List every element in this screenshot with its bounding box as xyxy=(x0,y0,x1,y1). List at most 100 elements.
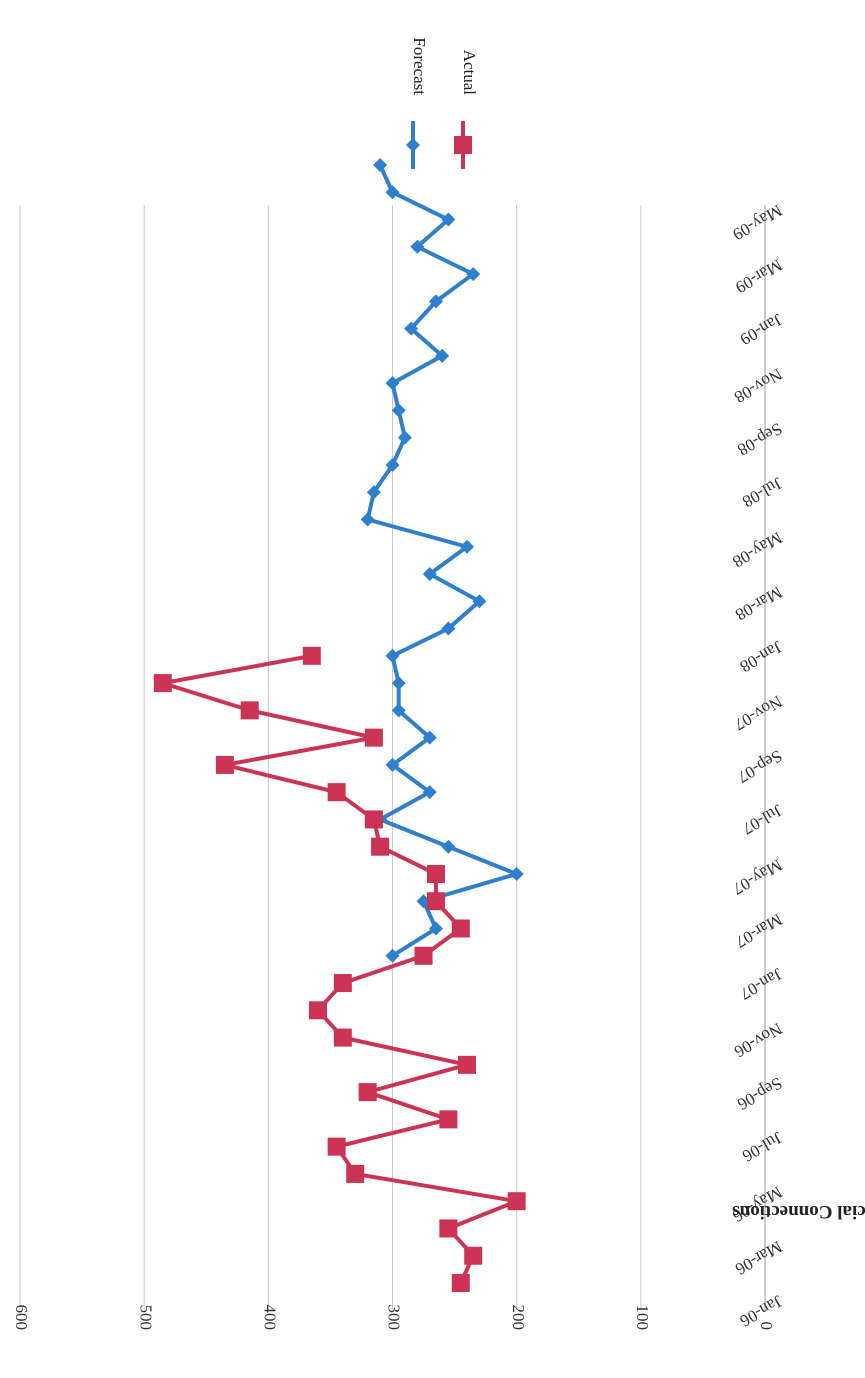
forecast-point xyxy=(410,239,425,254)
actual-point xyxy=(153,674,172,693)
forecast-point xyxy=(428,294,443,309)
forecast-point xyxy=(441,621,456,636)
legend-label-group: Forecast xyxy=(410,37,429,95)
forecast-point xyxy=(466,267,481,282)
y-tick-label-group: 100 xyxy=(633,1305,652,1331)
actual-point xyxy=(451,1274,470,1292)
actual-point xyxy=(302,646,321,665)
forecast-point xyxy=(422,730,437,745)
actual-point xyxy=(451,919,470,938)
x-tick-label-group: Nov-08 xyxy=(731,364,785,406)
forecast-point xyxy=(422,785,437,800)
x-tick-label-group: Jul-06 xyxy=(739,1128,785,1166)
forecast-point xyxy=(385,757,400,772)
forecast-point xyxy=(460,539,474,554)
forecast-point xyxy=(385,376,400,391)
x-tick-label-group: May-07 xyxy=(729,855,786,899)
series-layer xyxy=(153,158,526,1292)
y-tick-label-group: 0 xyxy=(757,1322,776,1331)
x-tick-label: Jan-07 xyxy=(736,964,785,1003)
forecast-point xyxy=(391,676,406,691)
y-tick-label: 500 xyxy=(136,1305,155,1331)
x-tick-label: Sep-07 xyxy=(734,746,786,787)
x-tick-label-group: Nov-06 xyxy=(731,1019,785,1061)
series-line-forecast xyxy=(365,164,519,958)
x-tick-label: May-08 xyxy=(729,528,785,571)
y-axis-title-group: New Commercial Connections xyxy=(732,1201,865,1222)
x-tick-label-group: Jul-08 xyxy=(739,473,785,511)
forecast-point xyxy=(441,839,456,854)
forecast-point xyxy=(472,594,487,609)
forecast-point xyxy=(391,403,406,418)
legend-marker-actual xyxy=(454,136,472,154)
x-tick-label-group: Sep-07 xyxy=(734,746,786,787)
x-tick-label-group: Mar-08 xyxy=(732,583,785,625)
actual-point xyxy=(327,1137,346,1156)
x-tick-label: Sep-08 xyxy=(734,419,785,460)
forecast-point xyxy=(422,567,437,582)
legend-label-actual: Actual xyxy=(460,50,479,96)
x-tick-label: May-09 xyxy=(729,201,785,244)
x-tick-labels: Jan-06Mar-06May-06Jul-06Sep-06Nov-06Jan-… xyxy=(729,201,786,1331)
actual-point xyxy=(507,1192,526,1211)
legend-label-group: Actual xyxy=(460,50,479,96)
x-tick-label: Jan-08 xyxy=(737,637,786,676)
legend: Forecast Actual xyxy=(406,37,479,169)
x-tick-label-group: May-09 xyxy=(729,201,785,244)
y-tick-label-group: 300 xyxy=(385,1305,404,1331)
actual-point xyxy=(439,1219,458,1238)
forecast-point xyxy=(385,185,400,200)
forecast-point xyxy=(385,948,400,963)
x-tick-label: Mar-08 xyxy=(732,583,785,625)
actual-point xyxy=(371,837,390,856)
y-axis-title: New Commercial Connections xyxy=(732,1201,865,1222)
x-tick-label-group: Jul-07 xyxy=(739,801,786,839)
forecast-point xyxy=(435,348,450,363)
x-tick-label-group: Mar-07 xyxy=(732,910,786,952)
y-tick-label-group: 200 xyxy=(509,1305,528,1331)
y-tick-label: 100 xyxy=(633,1305,652,1331)
y-tick-label: 400 xyxy=(260,1305,279,1331)
forecast-point xyxy=(391,703,406,718)
x-tick-label-group: May-08 xyxy=(729,528,785,571)
x-tick-label: Nov-06 xyxy=(731,1019,785,1061)
actual-point xyxy=(426,892,445,911)
y-tick-label-group: 400 xyxy=(260,1305,279,1331)
y-tick-labels: 0 100 200 300 400 500 600 xyxy=(12,1305,776,1331)
actual-point xyxy=(439,1110,458,1129)
forecast-point xyxy=(385,648,400,663)
actual-point xyxy=(426,864,445,883)
actual-point xyxy=(215,755,234,774)
y-tick-label: 0 xyxy=(757,1322,776,1331)
actual-point xyxy=(333,1028,352,1047)
forecast-point xyxy=(441,212,456,227)
x-tick-label: May-07 xyxy=(729,855,786,899)
legend-label-forecast: Forecast xyxy=(410,37,429,95)
x-tick-label: Mar-09 xyxy=(732,255,785,297)
actual-point xyxy=(333,974,352,993)
forecast-point xyxy=(373,158,388,172)
actual-point xyxy=(464,1246,483,1265)
actual-point xyxy=(414,946,433,965)
x-tick-label: Jul-08 xyxy=(739,473,785,511)
x-tick-label: Sep-06 xyxy=(734,1073,785,1114)
actual-point xyxy=(364,810,383,829)
actual-point xyxy=(327,783,346,802)
forecast-point xyxy=(385,457,400,472)
x-tick-label-group: Sep-08 xyxy=(734,419,785,460)
x-tick-label: Nov-07 xyxy=(731,692,786,735)
forecast-point xyxy=(366,485,381,500)
x-tick-label-group: Jan-07 xyxy=(736,964,785,1003)
legend-marker-forecast xyxy=(406,138,420,152)
y-tick-label: 200 xyxy=(509,1305,528,1331)
actual-point xyxy=(240,701,259,720)
x-tick-label-group: Sep-06 xyxy=(734,1073,785,1114)
x-tick-label: Mar-07 xyxy=(732,910,786,952)
x-tick-label-group: Jan-09 xyxy=(737,310,786,349)
actual-point xyxy=(358,1083,377,1102)
forecast-point xyxy=(428,921,443,936)
y-tick-label: 300 xyxy=(385,1305,404,1331)
actual-point xyxy=(309,1001,327,1020)
forecast-point xyxy=(404,321,419,336)
